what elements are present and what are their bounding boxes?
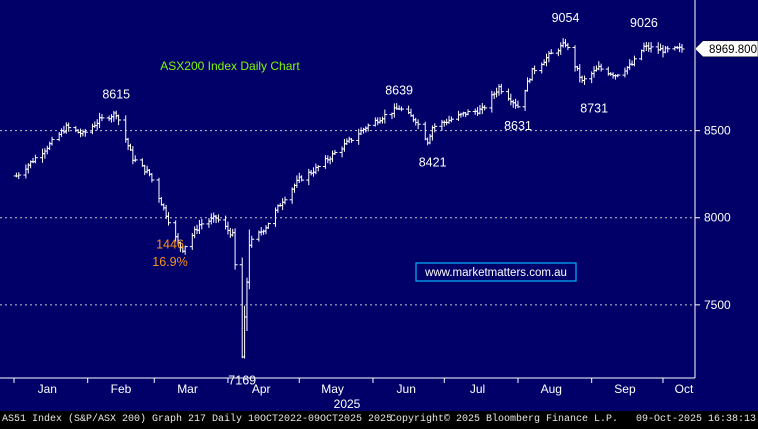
price-bar <box>16 172 22 180</box>
price-bar <box>565 42 571 51</box>
x-tick-label: Aug <box>541 382 562 396</box>
price-bar <box>415 119 421 130</box>
bottom-axis-background <box>0 378 758 411</box>
price-bar <box>116 114 122 126</box>
price-bar <box>215 214 221 223</box>
price-bar <box>282 196 288 205</box>
x-tick-label: Mar <box>177 382 198 396</box>
x-tick-label: Jul <box>470 382 485 396</box>
price-bar <box>631 55 637 67</box>
price-bar <box>32 154 38 164</box>
right-axis-background <box>695 0 758 378</box>
chart-title: ASX200 Index Daily Chart <box>160 59 300 73</box>
price-bar <box>99 114 105 122</box>
x-tick-label: Sep <box>614 382 636 396</box>
annotation-label: 8731 <box>580 101 608 115</box>
y-tick-label: 8500 <box>704 124 731 138</box>
price-bar <box>465 109 471 116</box>
grid-layer <box>0 130 700 383</box>
price-bar <box>432 123 438 133</box>
price-bar <box>49 136 55 146</box>
price-bar <box>532 65 538 75</box>
price-bar <box>265 222 271 229</box>
price-bar <box>332 149 338 156</box>
x-tick-label: Jun <box>397 382 416 396</box>
price-bar <box>299 175 305 182</box>
price-bar <box>166 212 172 226</box>
axis-labels: 7500 8000 8500 Jan Feb Mar Apr May Jun Jul Aug Sep O… <box>38 124 731 396</box>
price-bar <box>615 73 621 78</box>
bloomberg-footer: AS51 Index (S&P/ASX 200) Graph 217 Daily… <box>0 411 758 429</box>
annotation-label: 1446 <box>156 238 184 252</box>
x-tick-label: Apr <box>252 382 271 396</box>
annotation-label: 8615 <box>102 88 130 102</box>
x-tick-label: May <box>321 382 344 396</box>
price-bar <box>582 75 588 85</box>
price-bar <box>448 116 454 123</box>
y-tick-label: 8000 <box>704 211 731 225</box>
annotation-label: 8639 <box>385 83 413 97</box>
last-price-label: 8969.800 <box>709 44 757 56</box>
price-bar <box>515 100 521 109</box>
price-bar <box>365 123 371 132</box>
annotation-label: 16.9% <box>152 255 187 269</box>
price-bar <box>182 245 188 255</box>
price-bar <box>132 155 138 163</box>
price-bar <box>679 44 685 53</box>
annotation-label: 9026 <box>630 16 658 30</box>
annotation-label: 8631 <box>504 119 532 133</box>
annotation-label: 7169 <box>228 373 256 387</box>
watermark-link[interactable]: www.marketmatters.com.au <box>424 267 567 279</box>
price-bar <box>349 137 355 143</box>
annotation-labels: 8615 7169 8639 8421 8631 9054 8731 9026 1446 16.9… <box>102 11 658 387</box>
price-bar <box>482 105 488 111</box>
annotation-label: 9054 <box>552 11 580 25</box>
price-bar <box>648 42 654 53</box>
price-bar <box>82 128 88 137</box>
watermark-box[interactable]: www.marketmatters.com.au <box>415 262 577 282</box>
footer-security: AS51 Index (S&P/ASX 200) Graph 217 Daily… <box>2 414 393 425</box>
annotation-label: 8421 <box>419 155 447 169</box>
footer-timestamp: 09-Oct-2025 16:38:13 <box>635 414 756 425</box>
price-bar <box>548 49 554 55</box>
y-tick-label: 7500 <box>704 298 731 312</box>
last-price-marker: 8969.800 <box>694 40 758 58</box>
plot-background <box>0 0 695 378</box>
x-tick-label: Feb <box>111 382 132 396</box>
price-bars <box>13 38 685 359</box>
footer-copyright: Copyright© 2025 Bloomberg Finance L.P. <box>390 414 619 425</box>
price-bar <box>598 63 604 72</box>
price-bar <box>498 83 504 95</box>
price-bar <box>398 106 404 112</box>
x-tick-label: Jan <box>38 382 57 396</box>
x-axis-year: 2025 <box>334 397 361 411</box>
price-bar <box>66 122 72 132</box>
price-bar <box>149 173 155 183</box>
price-bar <box>199 218 205 230</box>
price-bar <box>232 228 238 270</box>
price-bar <box>315 165 321 172</box>
price-bar <box>382 109 388 124</box>
price-bar <box>249 235 255 248</box>
price-bar <box>665 45 671 53</box>
x-tick-label: Oct <box>675 382 694 396</box>
